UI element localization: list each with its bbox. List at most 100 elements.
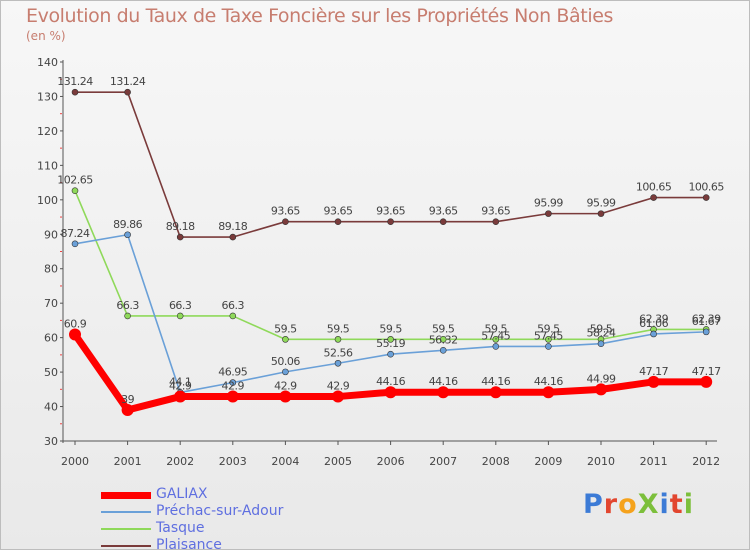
x-tick-label: 2000	[61, 455, 89, 468]
y-tick-label: 110	[37, 159, 58, 172]
legend-swatch	[101, 511, 151, 513]
legend-label: GALIAX	[156, 486, 208, 502]
data-point	[229, 379, 237, 386]
data-point	[332, 390, 344, 403]
data-point	[176, 233, 184, 241]
data-label: 44.1	[169, 375, 192, 388]
data-point	[700, 375, 713, 388]
data-point	[229, 233, 237, 241]
x-tick-label: 2004	[271, 455, 299, 468]
data-label: 42.9	[222, 380, 245, 393]
data-label: 89.18	[218, 220, 247, 233]
logo-letter: i	[683, 489, 694, 520]
data-label: 66.3	[169, 299, 192, 312]
data-point	[597, 210, 605, 217]
data-point	[124, 88, 131, 96]
data-point	[71, 88, 79, 96]
data-label: 58.24	[587, 327, 616, 340]
proxiti-logo: ProXiti	[583, 489, 694, 520]
legend-swatch	[101, 545, 151, 547]
data-label: 62.39	[692, 312, 721, 325]
data-label: 59.5	[432, 322, 455, 335]
data-point	[437, 386, 450, 399]
data-label: 93.65	[429, 205, 458, 218]
data-point	[492, 336, 500, 343]
data-label: 44.99	[587, 372, 616, 385]
data-point	[387, 336, 394, 343]
data-point	[387, 350, 394, 358]
data-point	[545, 210, 552, 217]
data-point	[124, 231, 131, 239]
legend-swatch	[101, 528, 151, 530]
data-label: 50.06	[271, 355, 300, 368]
y-tick-label: 40	[44, 401, 58, 414]
data-point	[334, 336, 342, 343]
data-label: 57.45	[481, 329, 510, 342]
y-tick-label: 90	[44, 228, 58, 241]
logo-letter: t	[669, 489, 684, 520]
data-label: 93.65	[376, 205, 405, 218]
data-label: 93.65	[481, 205, 510, 218]
x-tick-label: 2008	[482, 455, 510, 468]
data-point	[492, 218, 500, 225]
data-label: 44.16	[481, 375, 510, 388]
legend-label: Plaisance	[156, 537, 222, 553]
x-tick-label: 2012	[692, 455, 720, 468]
logo-letter: r	[603, 489, 619, 520]
x-tick-label: 2001	[114, 455, 142, 468]
x-tick-label: 2003	[219, 455, 247, 468]
data-label: 93.65	[324, 205, 353, 218]
x-tick-label: 2007	[429, 455, 457, 468]
data-point	[124, 312, 131, 320]
data-point	[282, 368, 289, 376]
data-point	[174, 390, 187, 403]
data-label: 61.67	[692, 315, 721, 328]
data-point	[545, 336, 552, 343]
data-label: 55.19	[376, 337, 405, 350]
x-tick-label: 2011	[640, 455, 668, 468]
data-label: 44.16	[376, 375, 405, 388]
data-label: 100.65	[688, 181, 724, 194]
logo-letter: P	[583, 489, 604, 520]
data-label: 47.17	[639, 365, 668, 378]
data-point	[121, 403, 134, 416]
data-label: 102.65	[57, 174, 93, 187]
y-tick-label: 140	[37, 56, 58, 69]
data-label: 39	[121, 393, 134, 406]
data-label: 87.24	[61, 227, 90, 240]
data-label: 56.32	[429, 333, 458, 346]
y-tick-label: 120	[37, 125, 58, 138]
data-point	[702, 194, 710, 201]
data-point	[176, 312, 184, 320]
data-point	[69, 328, 81, 341]
legend-swatch	[101, 492, 151, 499]
x-tick-label: 2009	[534, 455, 562, 468]
data-label: 62.39	[639, 312, 668, 325]
data-point	[702, 328, 710, 336]
data-point	[387, 218, 394, 225]
data-label: 89.18	[166, 220, 195, 233]
data-label: 66.3	[222, 299, 245, 312]
y-tick-label: 50	[44, 366, 58, 379]
data-label: 89.86	[113, 218, 142, 231]
data-point	[71, 187, 79, 194]
data-point	[492, 343, 500, 350]
x-tick-label: 2006	[377, 455, 405, 468]
data-point	[282, 218, 289, 225]
data-label: 42.9	[274, 380, 297, 393]
data-point	[439, 336, 447, 343]
data-label: 59.5	[327, 322, 350, 335]
data-point	[545, 343, 552, 350]
series-line-1	[74, 233, 708, 394]
data-label: 59.5	[485, 322, 508, 335]
data-point	[489, 386, 502, 399]
data-label: 59.5	[537, 322, 560, 335]
data-label: 100.65	[636, 181, 672, 194]
legend-label: Préchac-sur-Adour	[156, 503, 284, 519]
chart-title: Evolution du Taux de Taxe Foncière sur l…	[26, 5, 614, 27]
data-point	[439, 347, 447, 354]
logo-letter: o	[618, 489, 638, 520]
data-label: 57.45	[534, 329, 563, 342]
data-point	[650, 194, 657, 201]
data-point	[439, 218, 447, 225]
